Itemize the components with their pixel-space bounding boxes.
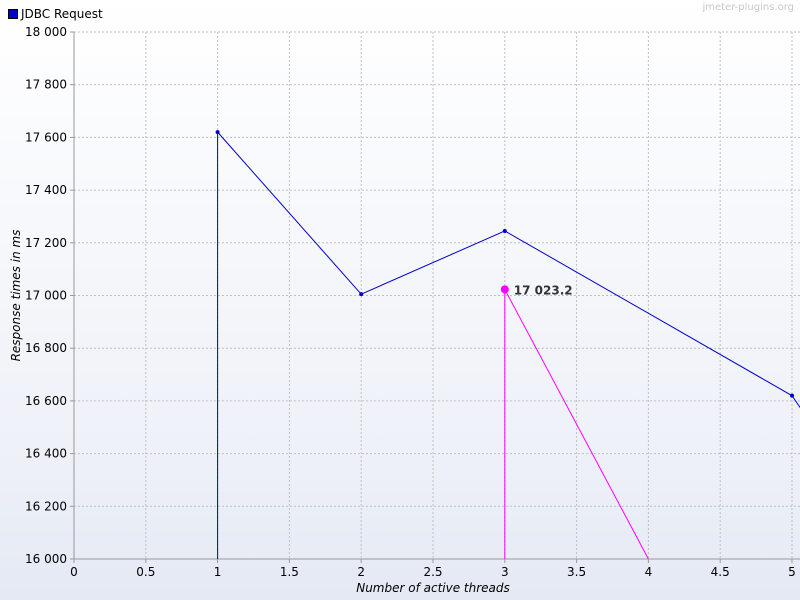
legend-swatch-jdbc-request	[8, 9, 18, 19]
highlight-point	[500, 285, 509, 294]
y-tick-label: 17 200	[25, 236, 67, 250]
y-tick-label: 17 400	[25, 183, 67, 197]
y-tick-label: 16 000	[25, 552, 67, 566]
y-tick-label: 17 800	[25, 78, 67, 92]
legend-label: JDBC Request	[21, 7, 103, 21]
y-tick-label: 16 600	[25, 394, 67, 408]
series-0-line	[217, 131, 800, 409]
x-tick-label: 4	[645, 565, 653, 579]
watermark: jmeter-plugins.org	[702, 2, 794, 13]
x-axis-ticks: 0 0.5 1 1.5 2 2.5 3 3.5 4 4.5 5	[70, 559, 796, 579]
grid	[74, 31, 800, 559]
legend: JDBC Request	[8, 7, 103, 21]
highlight-value-label: 17 023.2	[514, 283, 573, 297]
series-0-point	[215, 130, 220, 135]
series-1-line	[504, 289, 649, 559]
y-axis-ticks: 16 000 16 200 16 400 16 600 16 800 17 000 17 2…	[25, 25, 74, 566]
data-labels: 17 023.2	[500, 283, 573, 297]
x-tick-label: 0.5	[136, 565, 155, 579]
series-layer	[215, 130, 800, 559]
y-tick-label: 16 800	[25, 341, 67, 355]
x-tick-label: 3.5	[567, 565, 586, 579]
y-tick-label: 17 000	[25, 289, 67, 303]
y-tick-label: 16 200	[25, 499, 67, 513]
x-tick-label: 0	[70, 565, 78, 579]
series-0-point	[359, 292, 364, 297]
x-tick-label: 3	[501, 565, 509, 579]
series-0-point	[790, 393, 794, 398]
x-tick-label: 4.5	[711, 565, 730, 579]
x-tick-label: 1	[214, 565, 222, 579]
y-tick-label: 18 000	[25, 25, 67, 39]
y-tick-label: 16 400	[25, 447, 67, 461]
y-tick-label: 17 600	[25, 130, 67, 144]
series-0-point	[502, 228, 507, 233]
x-tick-label: 5	[788, 565, 796, 579]
y-axis-title: Response times in ms	[9, 230, 23, 362]
x-axis-title: Number of active threads	[356, 581, 510, 595]
x-tick-label: 2	[357, 565, 365, 579]
x-tick-label: 2.5	[423, 565, 442, 579]
x-tick-label: 1.5	[280, 565, 299, 579]
